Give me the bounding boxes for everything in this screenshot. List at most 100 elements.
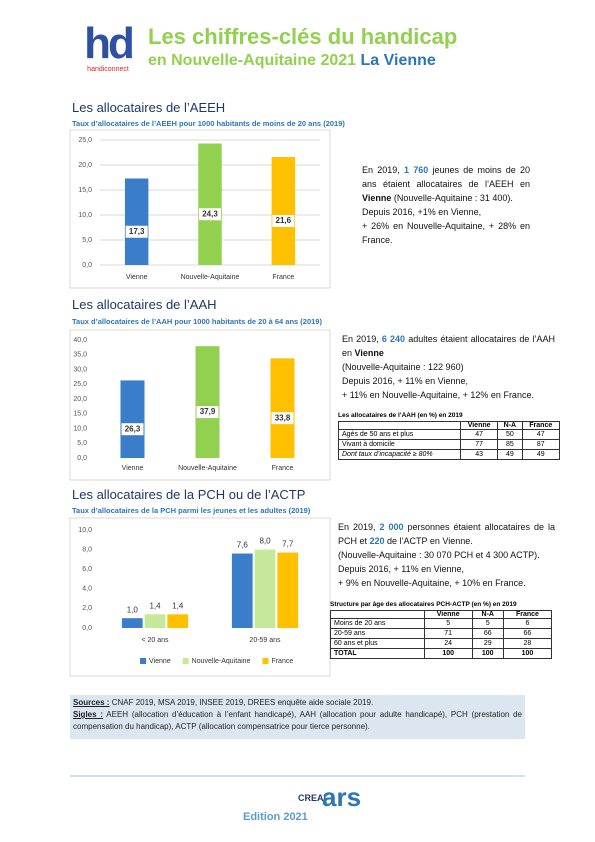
text: En 2019, bbox=[338, 522, 380, 532]
value-label: 7,7 bbox=[282, 540, 294, 549]
text: (Nouvelle-Aquitaine : 122 960) bbox=[342, 362, 464, 372]
y-tick-label: 35,0 bbox=[73, 352, 87, 359]
text: Vienne bbox=[362, 193, 392, 203]
y-tick-label: 20,0 bbox=[73, 396, 87, 403]
y-tick-label: 15,0 bbox=[78, 187, 92, 194]
text: + 9% en Nouvelle-Aquitaine, + 10% en Fra… bbox=[338, 578, 526, 588]
x-tick-label: 20-59 ans bbox=[249, 637, 281, 644]
value-label: 33,8 bbox=[275, 413, 291, 422]
y-tick-label: 15,0 bbox=[73, 411, 87, 418]
section-heading: Les allocataires de la PCH ou de l’ACTP bbox=[72, 487, 306, 502]
cell: 47 bbox=[521, 429, 561, 440]
cell: 77 bbox=[459, 439, 499, 450]
value-label: 26,3 bbox=[125, 424, 141, 433]
table-row: TOTAL 100 100 100 bbox=[330, 648, 553, 659]
x-tick-label: Nouvelle-Aquitaine bbox=[181, 274, 240, 281]
row-label: Moins de 20 ans bbox=[330, 618, 425, 629]
legend-swatch bbox=[182, 658, 189, 664]
cell: 6 bbox=[502, 618, 553, 629]
y-tick-label: 10,0 bbox=[78, 212, 92, 219]
paragraph: En 2019, 1 760 jeunes de moins de 20 ans… bbox=[362, 163, 530, 247]
y-tick-label: 25,0 bbox=[73, 381, 87, 388]
legend-label: France bbox=[271, 658, 293, 665]
value-label: 8,0 bbox=[259, 537, 271, 546]
y-tick-label: 5,0 bbox=[82, 237, 92, 244]
paragraph: En 2019, 6 240 adultes étaient allocatai… bbox=[342, 332, 555, 402]
x-tick-label: France bbox=[272, 274, 294, 281]
y-tick-label: 30,0 bbox=[73, 366, 87, 373]
text: Vienne bbox=[354, 348, 384, 358]
chart-title: Taux d’allocataires de l’AEEH pour 1000 … bbox=[72, 119, 345, 128]
cell: 47 bbox=[459, 429, 499, 440]
table-row: Vivant à domicile 77 85 87 bbox=[338, 439, 561, 450]
value-label-bg bbox=[125, 225, 148, 238]
cell: 66 bbox=[471, 628, 504, 639]
cell: 5 bbox=[471, 618, 504, 629]
bar bbox=[195, 346, 220, 458]
row-label: 60 ans et plus bbox=[330, 638, 425, 649]
cell: 100 bbox=[502, 648, 553, 659]
text: adultes étaient allocataires de l’AAH en bbox=[342, 334, 556, 358]
cell: 5 bbox=[423, 618, 473, 629]
value-label-bg bbox=[196, 406, 219, 419]
value-label: 21,6 bbox=[276, 216, 292, 225]
table-title: Les allocataires de l’AAH (en %) en 2019 bbox=[338, 412, 463, 419]
cell: 66 bbox=[502, 628, 553, 639]
table-header: Vienne N-A France bbox=[330, 610, 553, 619]
text: jeunes de moins de 20 ans étaient alloca… bbox=[362, 165, 530, 189]
cell: 100 bbox=[471, 648, 504, 659]
y-tick-label: 0,0 bbox=[82, 262, 92, 269]
y-tick-label: 6,0 bbox=[82, 566, 92, 573]
row-label: TOTAL bbox=[330, 648, 425, 659]
value-label: 7,6 bbox=[237, 541, 249, 550]
table: Vienne N-A France Agés de 50 ans et plus 47 5… bbox=[338, 421, 561, 460]
chart-frame bbox=[69, 329, 331, 481]
y-tick-label: 10,0 bbox=[73, 425, 87, 432]
text: En 2019, bbox=[342, 334, 382, 344]
y-tick-label: 40,0 bbox=[73, 337, 87, 344]
chart-frame bbox=[69, 129, 331, 289]
bar bbox=[144, 614, 166, 628]
bar bbox=[120, 380, 145, 458]
subtitle: en Nouvelle-Aquitaine 2021 La Vienne bbox=[148, 52, 436, 70]
y-tick-label: 8,0 bbox=[82, 546, 92, 553]
table-row: 20-59 ans 71 66 66 bbox=[330, 628, 553, 639]
text: (Nouvelle-Aquitaine : 31 400). bbox=[391, 193, 513, 203]
paragraph: En 2019, 2 000 personnes étaient allocat… bbox=[338, 520, 555, 590]
x-tick-label: France bbox=[272, 465, 294, 472]
y-tick-label: 20,0 bbox=[78, 162, 92, 169]
value-label-bg bbox=[199, 208, 221, 221]
table-row: Agés de 50 ans et plus 47 50 47 bbox=[338, 429, 561, 440]
value-label: 1,4 bbox=[172, 601, 184, 610]
text: de l’ACTP en Vienne. bbox=[384, 536, 473, 546]
cell: 85 bbox=[497, 439, 523, 450]
bar bbox=[167, 614, 189, 628]
subtitle-text: en Nouvelle-Aquitaine 2021 bbox=[148, 52, 357, 69]
chart-frame bbox=[69, 517, 331, 677]
text: personnes étaient allocataires de la PCH… bbox=[338, 522, 556, 546]
value-label: 17,3 bbox=[129, 227, 145, 236]
header-cell bbox=[330, 610, 425, 619]
text: Depuis 2016, +1% en Vienne, bbox=[362, 207, 482, 217]
legend-label: Vienne bbox=[149, 658, 171, 665]
edition: Edition 2021 bbox=[243, 811, 308, 823]
cell: 49 bbox=[497, 449, 523, 460]
cell: 100 bbox=[423, 648, 473, 659]
cell: 43 bbox=[459, 449, 499, 460]
row-label: Dont taux d’incapacité ≥ 80% bbox=[338, 449, 461, 460]
legend-swatch bbox=[140, 658, 146, 664]
table-header: Vienne N-A France bbox=[338, 421, 561, 430]
text: + 11% en Nouvelle-Aquitaine, + 12% en Fr… bbox=[342, 390, 534, 400]
text: 1 760 bbox=[404, 165, 429, 175]
value-label: 24,3 bbox=[202, 209, 218, 218]
y-tick-label: 4,0 bbox=[82, 586, 92, 593]
y-tick-label: 10,0 bbox=[78, 527, 92, 534]
cell: 28 bbox=[502, 638, 553, 649]
header-cell bbox=[338, 421, 461, 430]
value-label-bg bbox=[121, 423, 144, 436]
table-pch: Structure par âge des allocataires PCH-A… bbox=[330, 601, 553, 659]
bar bbox=[254, 549, 276, 628]
x-tick-label: Vienne bbox=[126, 274, 148, 281]
text: + 26% en Nouvelle-Aquitaine, + 28% en Fr… bbox=[362, 221, 530, 245]
table-row: Dont taux d’incapacité ≥ 80% 43 49 49 bbox=[338, 449, 561, 460]
